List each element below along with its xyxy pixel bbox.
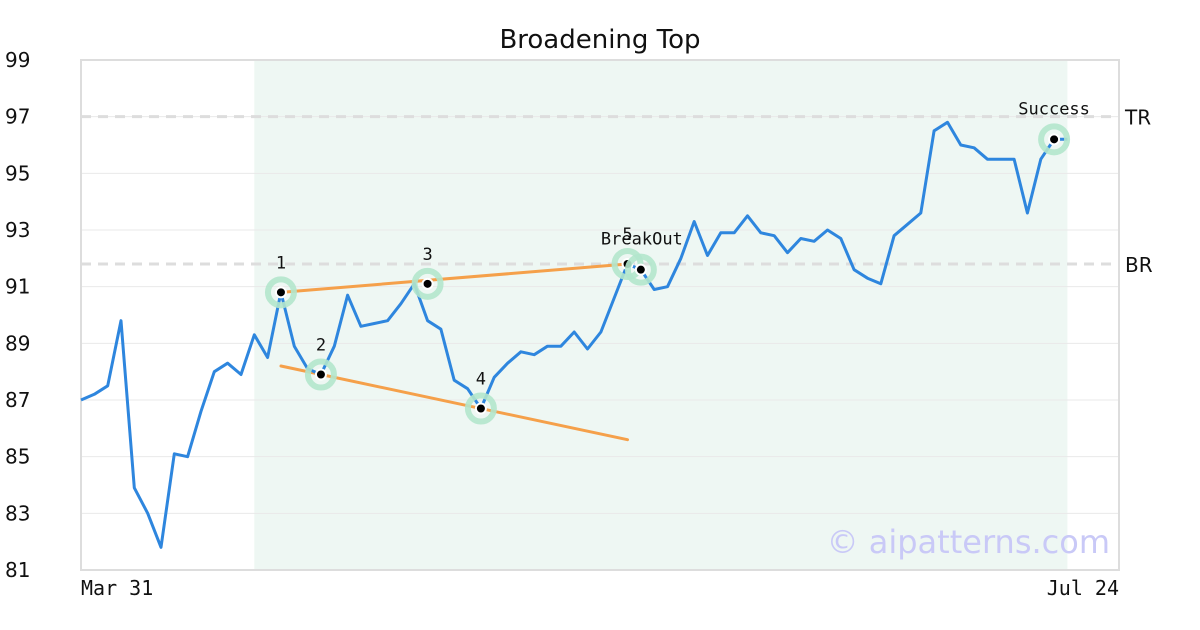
price-line [80,120,1068,549]
y-tick-label: 93 [5,218,30,242]
breakout-marker [634,263,647,276]
point-marker-1 [274,286,287,299]
trendline [279,364,630,442]
point-label-4: 4 [476,370,486,390]
y-axis-ticks: 81 83 85 87 89 91 93 95 97 99 [5,48,30,582]
plot-frame [80,59,1120,571]
trendline [279,262,630,294]
pattern-region [254,60,1068,570]
point-marker-3 [421,277,434,290]
chart-title: Broadening Top [499,25,700,55]
level-label-tr: TR [1124,106,1151,130]
y-tick-label: 91 [5,275,30,299]
point-marker-2 [314,368,327,381]
success-marker-halo [1038,123,1071,156]
y-tick-label: 89 [5,331,30,355]
point-marker-4-halo [464,392,497,425]
point-marker-4 [474,402,487,415]
success-marker [1048,133,1061,146]
y-tick-label: 99 [5,48,30,72]
breakout-marker-halo [624,253,657,286]
pattern-markers [264,123,1071,425]
success-label: Success [1018,99,1090,119]
y-tick-label: 83 [5,501,30,525]
watermark: © aipatterns.com [827,523,1110,561]
point-label-5: 5 [622,225,632,245]
y-tick-label: 87 [5,388,30,412]
point-label-3: 3 [422,245,432,265]
point-marker-1-halo [264,276,297,309]
y-tick-label: 81 [5,558,30,582]
x-tick-end: Jul 24 [1047,576,1119,600]
point-marker-2-halo [304,358,337,391]
level-label-br: BR [1125,253,1153,277]
trendlines [279,262,630,442]
y-tick-label: 95 [5,161,30,185]
y-tick-label: 97 [5,105,30,129]
x-tick-start: Mar 31 [81,576,153,600]
point-label-1: 1 [276,253,286,273]
point-label-2: 2 [316,336,326,356]
breakout-label: BreakOut [601,230,683,250]
y-tick-label: 85 [5,445,30,469]
point-marker-3-halo [411,267,444,300]
level-lines: TR BR [81,106,1153,277]
